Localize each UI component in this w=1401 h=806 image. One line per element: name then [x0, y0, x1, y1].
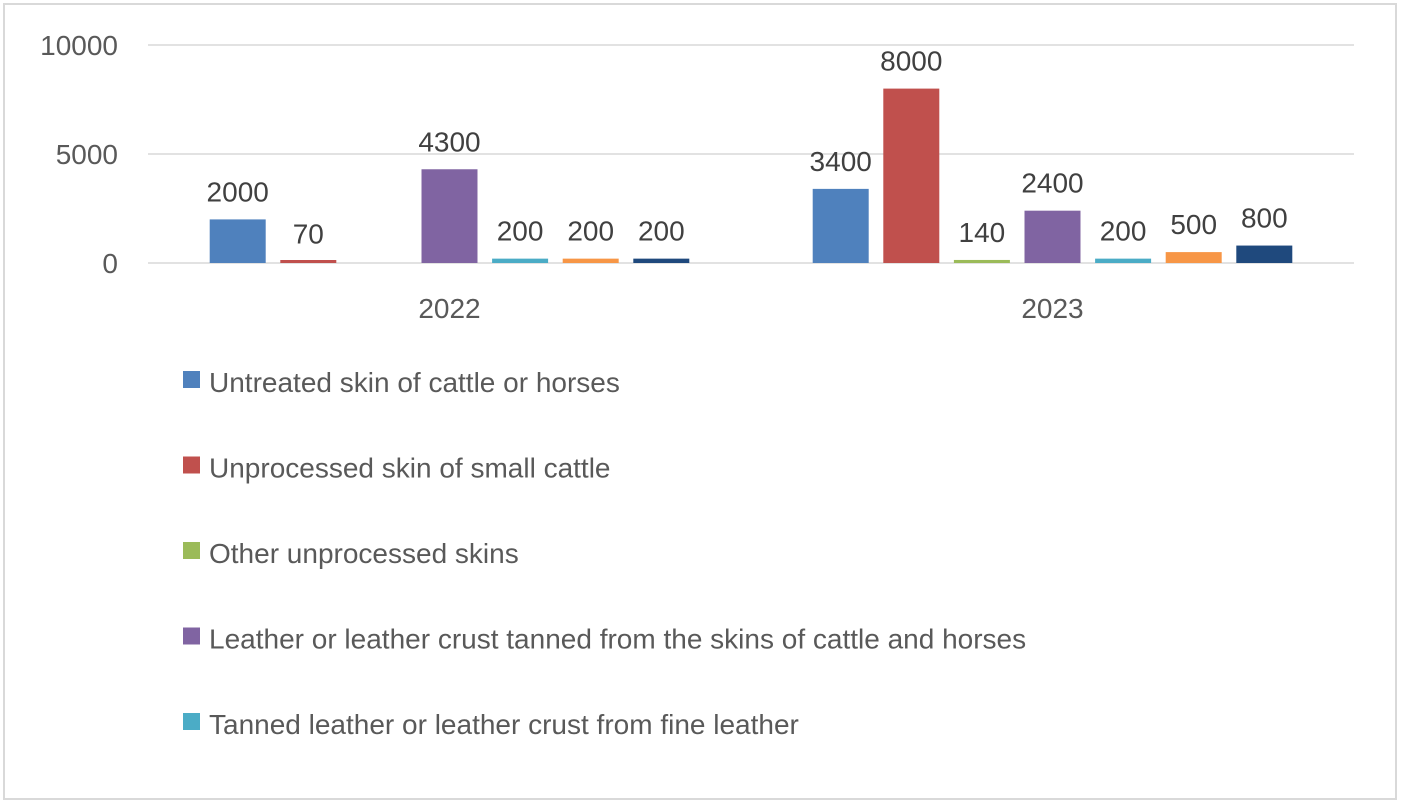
data-label-2023-series-7: 800	[1241, 203, 1288, 234]
category-label-2022: 2022	[418, 293, 480, 324]
data-label-2022-series-5: 200	[497, 216, 544, 247]
legend-swatch-5	[183, 713, 200, 730]
y-tick-label-10000: 10000	[40, 30, 118, 61]
bar-2022-series-5	[492, 258, 549, 263]
bar-2022-series-2	[280, 260, 337, 263]
bar-2022-series-1	[209, 219, 266, 263]
data-label-2022-series-2: 70	[293, 218, 324, 249]
bar-2023-series-7	[1236, 245, 1293, 263]
legend-swatch-3	[183, 542, 200, 559]
bar-2023-series-6	[1165, 252, 1222, 263]
category-label-2023: 2023	[1021, 293, 1083, 324]
data-label-2023-series-6: 500	[1170, 209, 1217, 240]
data-label-2022-series-1: 2000	[207, 176, 269, 207]
legend-label-3: Other unprocessed skins	[209, 538, 519, 569]
legend-label-2: Unprocessed skin of small cattle	[209, 453, 611, 484]
bar-2023-series-3	[953, 259, 1010, 263]
bar-2023-series-1	[812, 188, 869, 263]
y-tick-label-5000: 5000	[56, 139, 118, 170]
legend-swatch-2	[183, 456, 200, 474]
data-label-2023-series-5: 200	[1100, 216, 1147, 247]
data-label-2023-series-1: 3400	[810, 146, 872, 177]
data-label-2023-series-3: 140	[959, 217, 1006, 248]
data-label-2022-series-6: 200	[567, 216, 614, 247]
data-label-2022-series-4: 4300	[418, 126, 480, 157]
legend-label-1: Untreated skin of cattle or horses	[209, 367, 620, 398]
bar-2023-series-4	[1024, 210, 1081, 263]
legend-label-5: Tanned leather or leather crust from fin…	[209, 709, 799, 740]
bar-2023-series-5	[1095, 258, 1152, 263]
bar-2022-series-4	[421, 169, 478, 263]
data-label-2023-series-4: 2400	[1021, 168, 1083, 199]
data-label-2022-series-7: 200	[638, 216, 685, 247]
legend-swatch-4	[183, 627, 200, 645]
data-label-2023-series-2: 8000	[880, 46, 942, 77]
bar-2022-series-6	[562, 258, 619, 263]
y-tick-label-0: 0	[102, 248, 118, 279]
bar-2023-series-2	[883, 88, 940, 263]
bar-2022-series-7	[633, 258, 690, 263]
legend-swatch-1	[183, 371, 200, 388]
legend-label-4: Leather or leather crust tanned from the…	[209, 624, 1026, 655]
chart-frame	[3, 3, 1397, 800]
